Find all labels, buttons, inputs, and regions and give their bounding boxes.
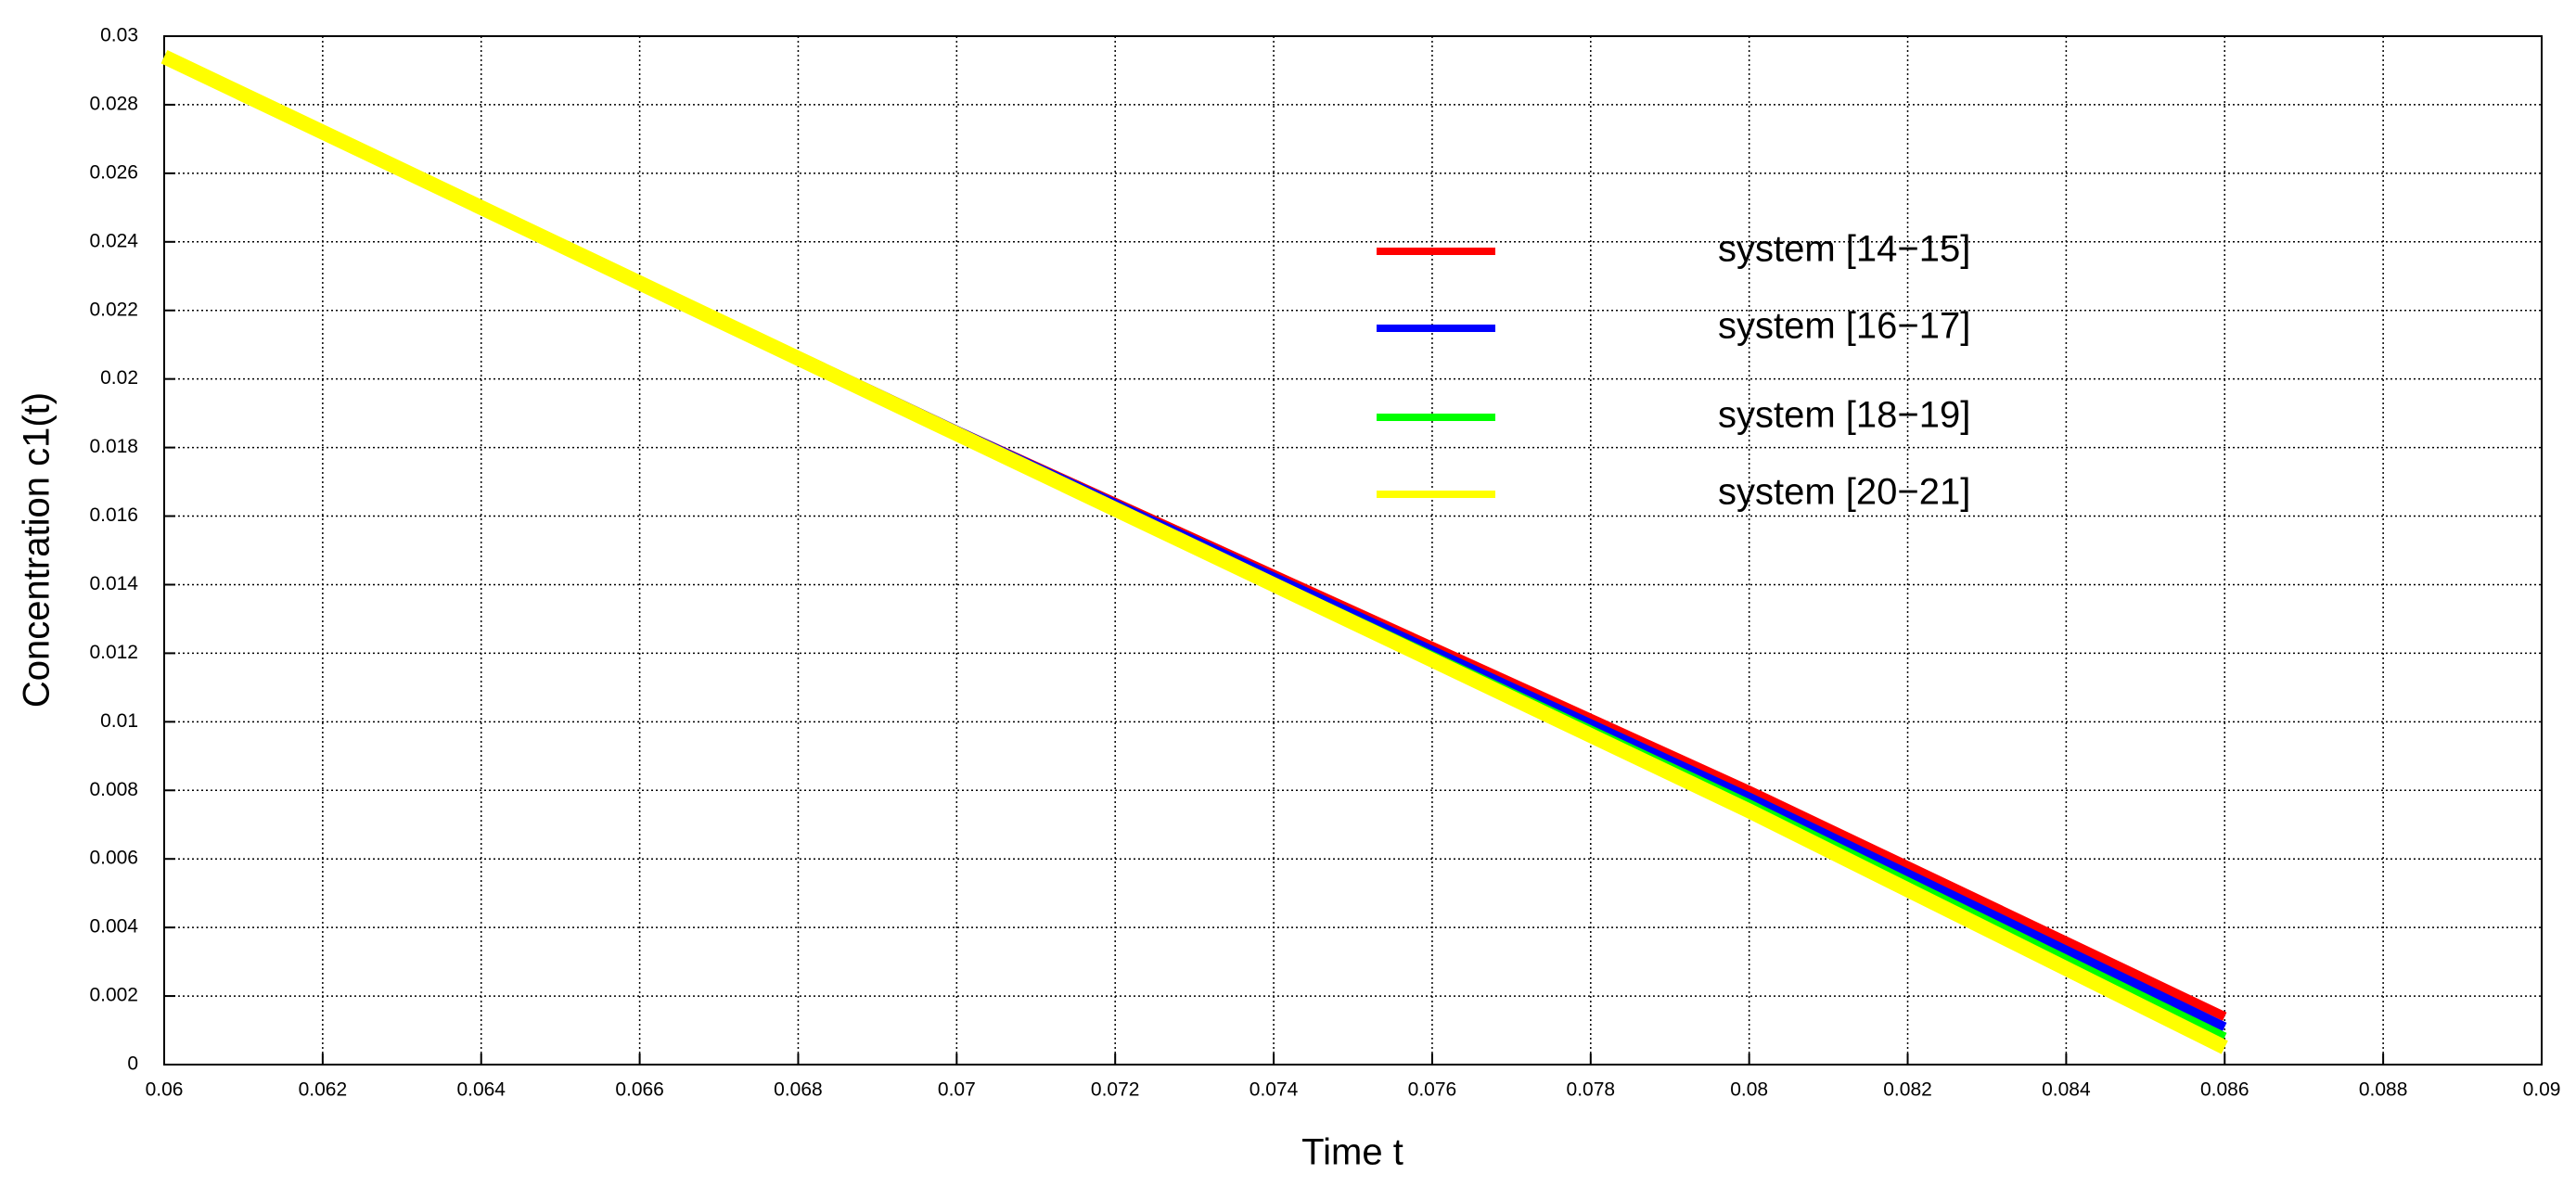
legend-text: system [14−15] xyxy=(1718,229,1970,270)
x-tick-label: 0.062 xyxy=(299,1079,348,1101)
x-tick-label: 0.076 xyxy=(1408,1079,1457,1101)
y-tick-label: 0.01 xyxy=(100,710,138,732)
y-tick-label: 0.006 xyxy=(89,848,138,869)
y-tick-label: 0.012 xyxy=(89,642,138,663)
y-tick-label: 0.02 xyxy=(100,367,138,389)
x-tick-label: 0.074 xyxy=(1250,1079,1299,1101)
y-tick-label: 0.018 xyxy=(89,436,138,457)
y-tick-label: 0.008 xyxy=(89,779,138,800)
y-tick-label: 0.024 xyxy=(89,230,138,251)
x-tick-label: 0.086 xyxy=(2200,1079,2249,1101)
y-tick-label: 0.026 xyxy=(89,161,138,183)
plot-frame xyxy=(163,35,2543,1066)
x-tick-label: 0.066 xyxy=(615,1079,664,1101)
x-tick-label: 0.068 xyxy=(774,1079,823,1101)
x-tick-label: 0.078 xyxy=(1567,1079,1616,1101)
x-tick-label: 0.08 xyxy=(1730,1079,1768,1101)
legend-text: system [20−21] xyxy=(1718,472,1970,513)
y-tick-label: 0.014 xyxy=(89,573,138,594)
x-tick-label: 0.064 xyxy=(456,1079,506,1101)
y-tick-label: 0 xyxy=(127,1053,138,1075)
x-tick-label: 0.084 xyxy=(2042,1079,2091,1101)
y-tick-label: 0.004 xyxy=(89,916,138,938)
y-tick-label: 0.002 xyxy=(89,985,138,1006)
x-tick-label: 0.07 xyxy=(938,1079,976,1101)
y-tick-label: 0.022 xyxy=(89,299,138,320)
x-tick-label: 0.09 xyxy=(2523,1079,2561,1101)
x-tick-label: 0.082 xyxy=(1883,1079,1932,1101)
x-tick-label: 0.072 xyxy=(1091,1079,1140,1101)
legend-text: system [18−19] xyxy=(1718,395,1970,436)
x-axis-title: Time t xyxy=(1301,1132,1403,1173)
y-tick-label: 0.028 xyxy=(89,93,138,114)
y-tick-label: 0.016 xyxy=(89,504,138,526)
x-tick-label: 0.06 xyxy=(146,1079,184,1101)
series-line xyxy=(160,49,2228,1054)
x-tick-label: 0.088 xyxy=(2359,1079,2408,1101)
y-tick-label: 0.03 xyxy=(100,25,138,46)
y-axis-title: Concentration c1(t) xyxy=(17,392,58,708)
legend-text: system [16−17] xyxy=(1718,306,1970,347)
